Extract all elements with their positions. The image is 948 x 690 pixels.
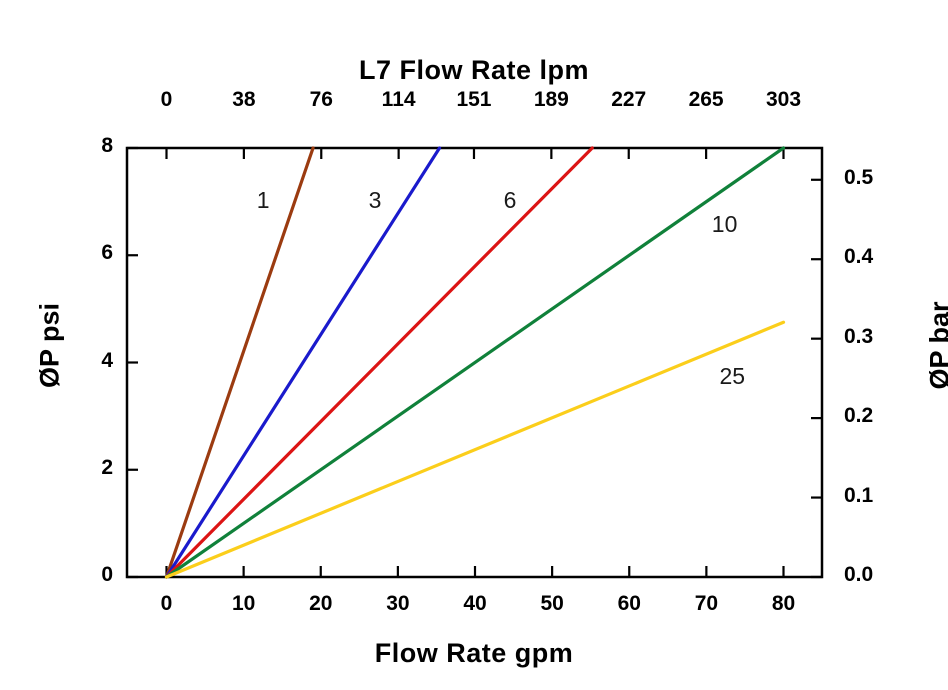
curve-label-10: 10 xyxy=(711,210,738,237)
right-tick-label: 0.3 xyxy=(844,324,874,348)
right-tick-label: 0.4 xyxy=(844,245,874,269)
top-tick-label: 227 xyxy=(611,88,647,111)
top-tick-label: 114 xyxy=(381,88,416,111)
bottom-tick-label: 0 xyxy=(160,592,173,615)
right-tick-label: 0.0 xyxy=(844,563,874,586)
bottom-tick-label: 40 xyxy=(463,592,487,615)
curve-label-25: 25 xyxy=(719,362,746,389)
curve-label-3: 3 xyxy=(368,186,382,213)
top-tick-label: 303 xyxy=(765,88,802,111)
bottom-tick-label: 60 xyxy=(617,592,641,615)
left-tick-label: 6 xyxy=(101,241,113,265)
left-tick-label: 4 xyxy=(101,348,113,372)
top-tick-label: 76 xyxy=(309,88,333,111)
top-axis-title: L7 Flow Rate lpm xyxy=(358,55,590,85)
curve-10 xyxy=(164,146,786,579)
data-curves xyxy=(164,146,786,579)
left-tick-label: 0 xyxy=(101,563,113,586)
top-tick-label: 38 xyxy=(232,88,256,111)
curve-label-1: 1 xyxy=(256,186,270,213)
left-tick-label: 2 xyxy=(101,455,113,479)
right-tick-label: 0.1 xyxy=(844,483,874,507)
bottom-tick-label: 50 xyxy=(540,592,564,615)
top-tick-label: 189 xyxy=(533,88,569,111)
top-tick-label: 0 xyxy=(160,88,173,111)
bottom-tick-label: 80 xyxy=(771,592,796,615)
curve-1 xyxy=(164,146,315,579)
bottom-tick-label: 10 xyxy=(231,592,256,615)
top-tick-label: 151 xyxy=(456,88,492,111)
curve-25 xyxy=(164,320,786,579)
right-tick-label: 0.2 xyxy=(844,404,874,428)
bottom-tick-label: 30 xyxy=(386,592,410,615)
curve-label-6: 6 xyxy=(503,186,517,213)
bottom-axis-title: Flow Rate gpm xyxy=(374,638,574,668)
left-tick-label: 8 xyxy=(101,134,113,157)
top-tick-label: 265 xyxy=(688,88,724,111)
curve-6 xyxy=(164,146,594,579)
bottom-tick-label: 70 xyxy=(694,592,719,615)
curve-3 xyxy=(164,146,442,579)
bottom-tick-label: 20 xyxy=(309,592,333,615)
right-tick-label: 0.5 xyxy=(844,165,874,189)
